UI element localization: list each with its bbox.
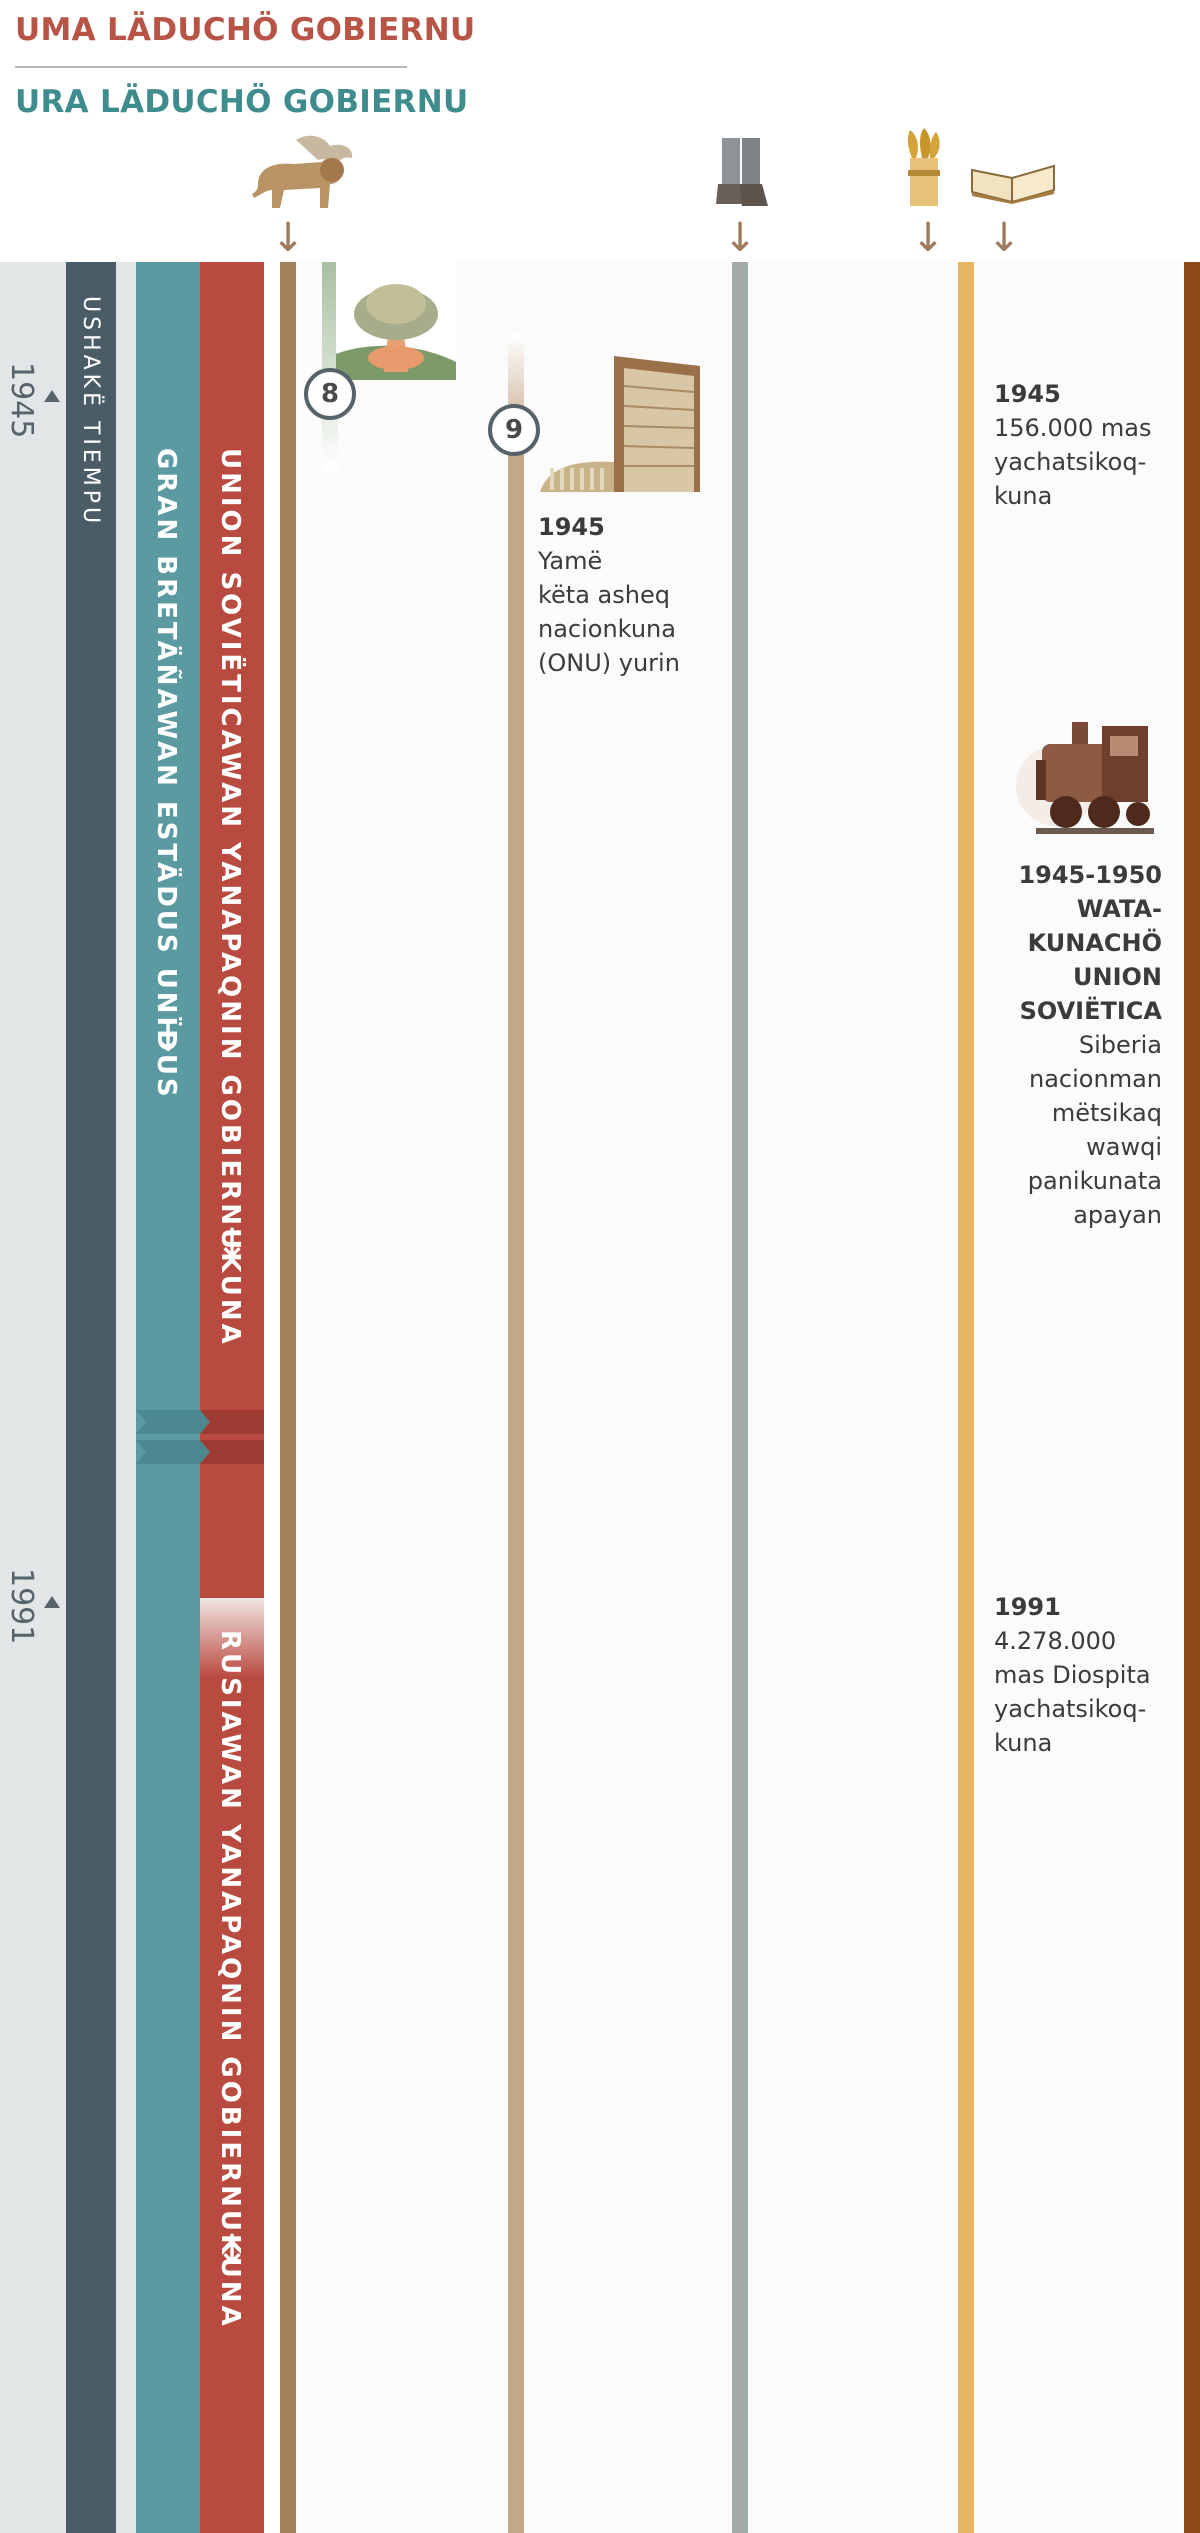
wheat-bundle-icon — [907, 128, 940, 206]
year-1991-marker-icon — [44, 1596, 60, 1608]
title-second-government: URA LÄDUCHÖ GOBIERNU — [15, 84, 469, 120]
marker-8-badge: 8 — [304, 368, 356, 420]
main-area — [296, 262, 1200, 2533]
year-1991-label: 1991 — [4, 1568, 39, 1645]
believers-1991-year: 1991 — [994, 1593, 1061, 1621]
believers-1945-line: 156.000 mas — [994, 414, 1152, 442]
uk-usa-arrow-icon: ↓ — [151, 1015, 185, 1061]
title-first-government: UMA LÄDUCHÖ GOBIERNU — [15, 12, 476, 48]
steam-train-icon — [1016, 722, 1154, 834]
alliance-chevron-marks — [136, 1410, 274, 1464]
russia-arrow-icon: ↓ — [215, 2227, 249, 2273]
deportation-title-line: UNION — [1073, 963, 1162, 991]
believers-1991-line: kuna — [994, 1729, 1053, 1757]
believers-1991-line: 4.278.000 — [994, 1627, 1117, 1655]
un-event-line: Yamë — [538, 547, 603, 575]
deportation-desc-line: apayan — [1073, 1201, 1162, 1229]
marker-9-badge: 9 — [488, 404, 540, 456]
un-event-year: 1945 — [538, 513, 605, 541]
believers-1991-line: mas Diospita — [994, 1661, 1151, 1689]
un-stream — [508, 334, 524, 2533]
white-gap-band — [264, 262, 280, 2533]
year-1945-label: 1945 — [4, 362, 39, 439]
open-bible-icon — [971, 164, 1055, 204]
gap-band — [116, 262, 136, 2533]
un-event-text: 1945 Yamë këta asheq nacionkuna (ONU) yu… — [538, 510, 680, 680]
deportation-title-line: KUNACHÖ — [1027, 929, 1162, 957]
soviet-band-label: UNION SOVIËTICAWAN YANAPAQNIN GOBIERNUKU… — [215, 448, 245, 1347]
header-divider — [15, 66, 407, 68]
believers-1945-line: yachatsikoq- — [994, 448, 1147, 476]
feet-stream — [732, 262, 748, 2533]
deportation-title-line: WATA- — [1076, 895, 1162, 923]
iron-clay-feet-icon — [716, 138, 768, 206]
deportation-year: 1945-1950 — [1018, 861, 1162, 889]
soviet-arrow-icon: ↓ — [215, 1221, 249, 1267]
believers-1945-line: kuna — [994, 482, 1053, 510]
deportation-desc-line: nacionman — [1029, 1065, 1162, 1093]
deportation-desc-line: wawqi — [1086, 1133, 1162, 1161]
wheat-stream — [958, 262, 974, 2533]
un-building-icon — [540, 356, 700, 492]
lion-arrow-down-icon: ↓ — [271, 215, 305, 261]
believers-1991-text: 1991 4.278.000 mas Diospita yachatsikoq-… — [994, 1590, 1151, 1760]
past-time-label: USHAKË TIEMPU — [78, 296, 103, 528]
winged-lion-icon — [252, 135, 353, 208]
deportation-event-text: 1945-1950 WATA- KUNACHÖ UNION SOVIËTICA … — [920, 858, 1162, 1232]
russia-band-label: RUSIAWAN YANAPAQNIN GOBIERNUKUNA — [215, 1630, 245, 2329]
soviet-russia-band: UNION SOVIËTICAWAN YANAPAQNIN GOBIERNUKU… — [200, 262, 264, 2533]
year-scale-band — [0, 262, 66, 2533]
deportation-title-line: SOVIËTICA — [1019, 997, 1162, 1025]
uk-usa-label: GRAN BRETÄÑAWAN ESTÄDUS UNÏDUS — [151, 448, 181, 1100]
lion-stream — [280, 262, 296, 2533]
year-1945-marker-icon — [44, 390, 60, 402]
believers-1945-year: 1945 — [994, 380, 1061, 408]
deportation-desc-line: panikunata — [1027, 1167, 1162, 1195]
uk-usa-band: GRAN BRETÄÑAWAN ESTÄDUS UNÏDUS ↓ — [136, 262, 200, 2533]
mushroom-cloud-icon — [336, 262, 456, 380]
wheat-arrow-down-icon: ↓ — [911, 215, 945, 261]
un-event-line: këta asheq — [538, 581, 670, 609]
book-stream — [1184, 262, 1200, 2533]
feet-arrow-down-icon: ↓ — [723, 215, 757, 261]
deportation-desc-line: Siberia — [1078, 1031, 1162, 1059]
believers-1945-text: 1945 156.000 mas yachatsikoq- kuna — [994, 377, 1151, 513]
russia-transition-fade — [200, 1598, 264, 1678]
past-time-band: USHAKË TIEMPU — [66, 262, 116, 2533]
deportation-desc-line: mëtsikaq — [1051, 1099, 1162, 1127]
un-event-line: nacionkuna — [538, 615, 676, 643]
believers-1991-line: yachatsikoq- — [994, 1695, 1147, 1723]
book-arrow-down-icon: ↓ — [987, 215, 1021, 261]
un-event-line: (ONU) yurin — [538, 649, 680, 677]
